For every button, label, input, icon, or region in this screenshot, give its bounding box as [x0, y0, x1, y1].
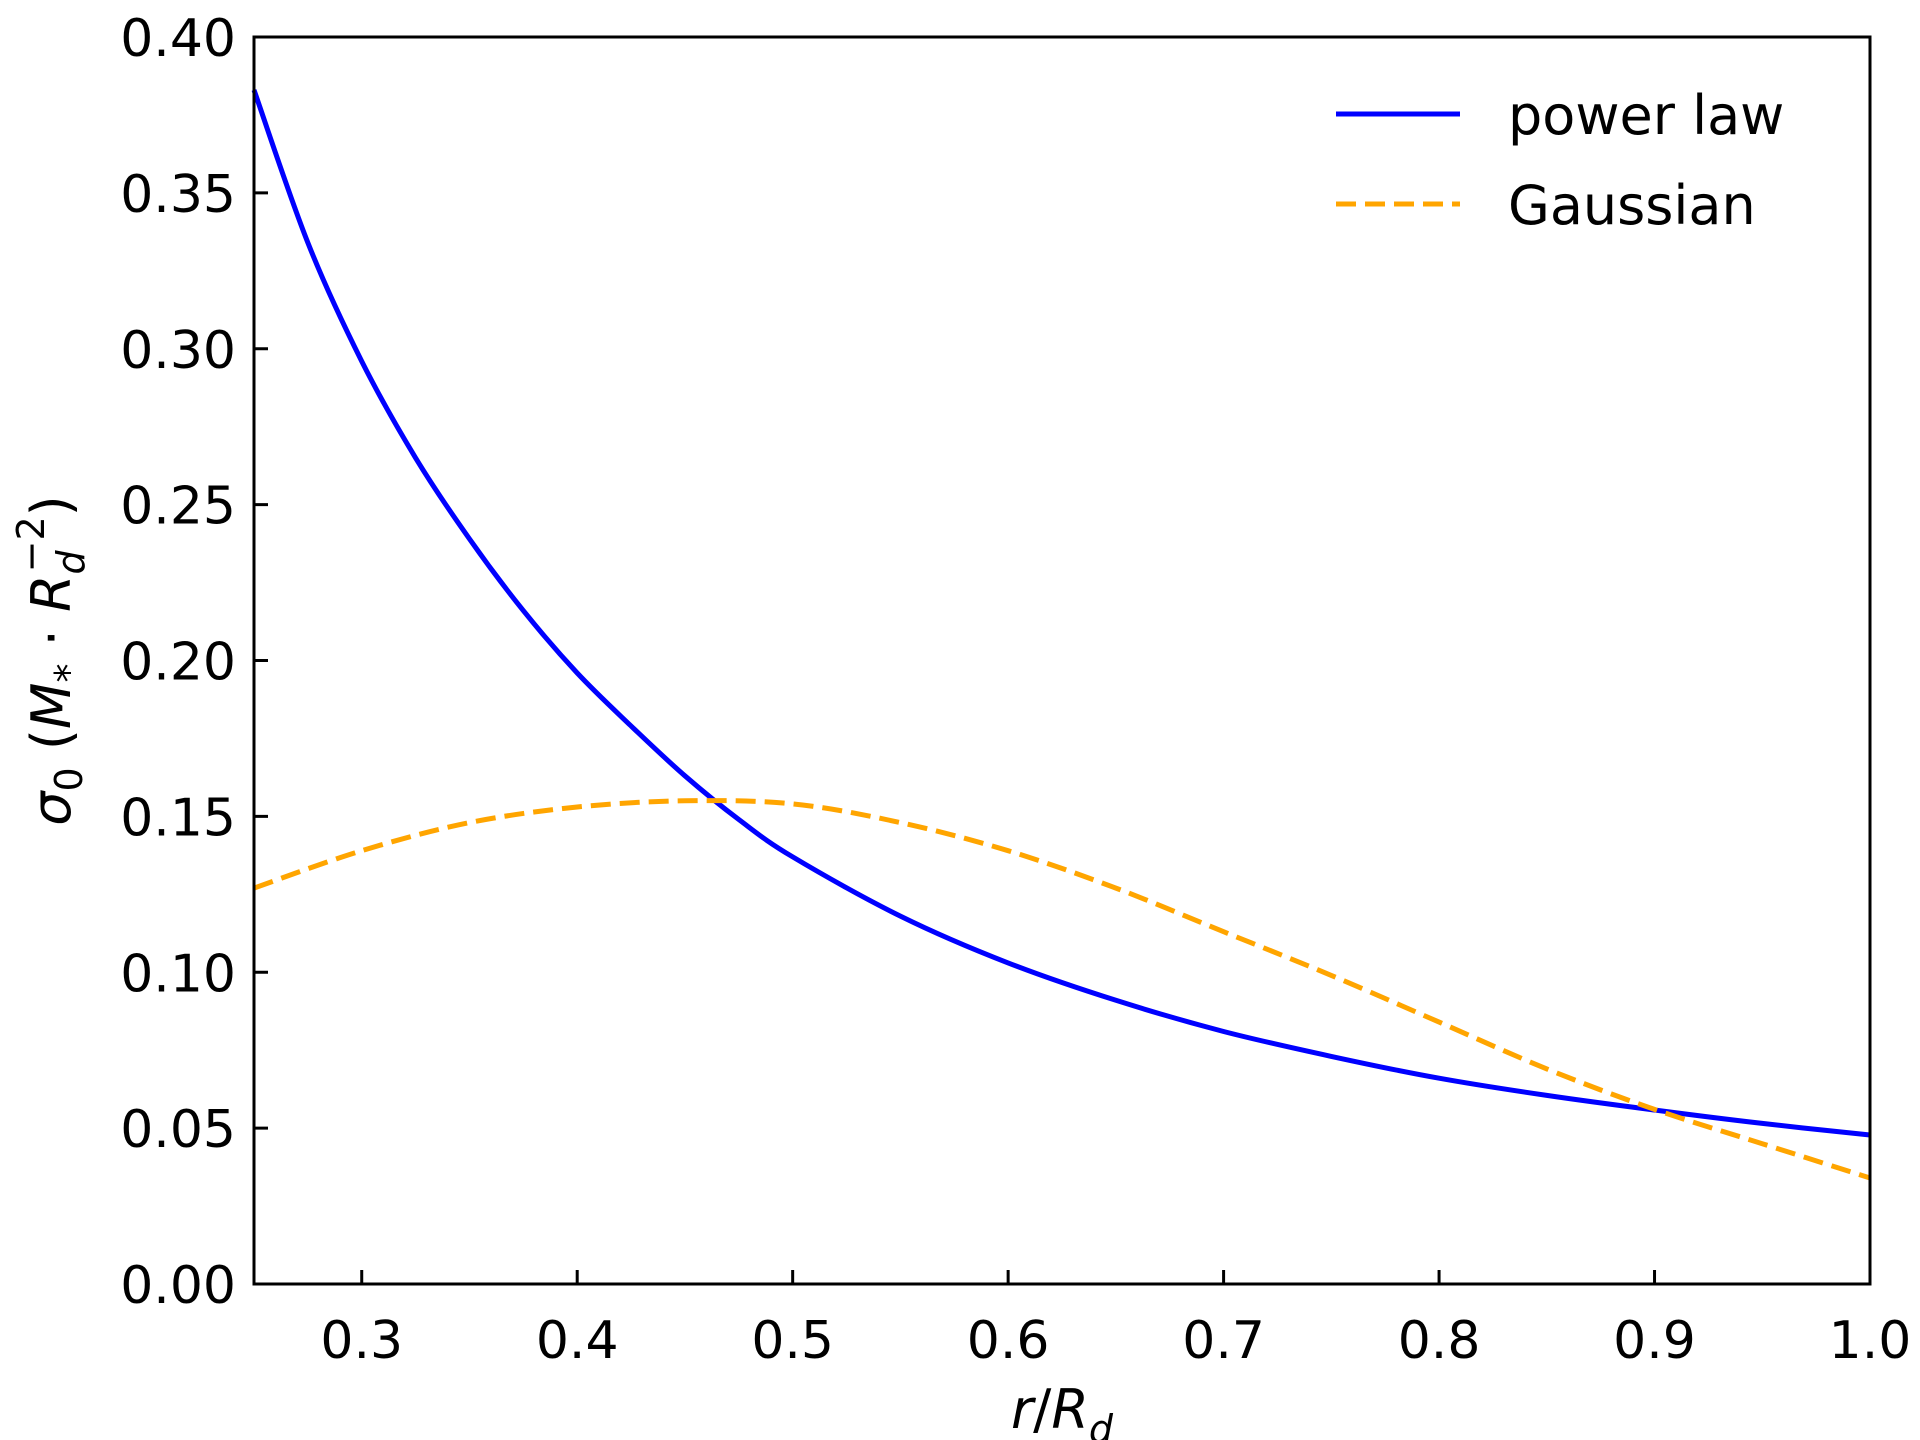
- y-label-pre: σ: [20, 790, 83, 826]
- y-tick-label-7: 0.35: [120, 165, 236, 225]
- y-tick-label-1: 0.05: [120, 1100, 236, 1160]
- series-layer: [251, 89, 1871, 1181]
- x-label-sub: d: [1089, 1407, 1114, 1440]
- y-tick-label-4: 0.20: [120, 633, 236, 693]
- x-tick-label-7: 1.0: [1829, 1311, 1912, 1371]
- y-label-close: ): [20, 495, 83, 516]
- x-label-main: r: [1011, 1378, 1036, 1440]
- x-tick-label-1: 0.4: [536, 1311, 619, 1371]
- x-axis-label: r/Rd: [1011, 1378, 1114, 1440]
- y-label-pre-sub: 0: [47, 767, 91, 791]
- legend-label-0: power law: [1508, 84, 1784, 147]
- y-label-open: (: [20, 729, 83, 767]
- y-label-m: M: [20, 683, 83, 730]
- x-tick-label-2: 0.5: [751, 1311, 834, 1371]
- series-line-gaussian: [253, 798, 1871, 1181]
- y-tick-label-8: 0.40: [120, 9, 236, 69]
- x-tick-label-6: 0.9: [1613, 1311, 1696, 1371]
- legend-label-1: Gaussian: [1508, 174, 1756, 237]
- y-tick-label-5: 0.25: [120, 477, 236, 537]
- x-tick-label-3: 0.6: [967, 1311, 1050, 1371]
- y-label-r-sup: −2: [9, 516, 53, 572]
- series-line-power-law: [251, 89, 1871, 1138]
- y-label-m-sub: *: [47, 664, 91, 683]
- x-tick-label-0: 0.3: [320, 1311, 403, 1371]
- y-label-dot: ·: [20, 612, 83, 664]
- x-label-sym: R: [1051, 1378, 1089, 1440]
- y-label-r-sub: d: [49, 549, 93, 574]
- y-label-r: R: [20, 574, 83, 612]
- plot-frame: [252, 35, 1872, 1286]
- y-tick-label-6: 0.30: [120, 321, 236, 381]
- tick-labels: 0.3 0.4 0.5 0.6 0.7 0.8 0.9 1.0 0.00 0.05 0.10 0.15…: [120, 9, 1911, 1371]
- y-axis-label: σ0 (M* · Rd−2): [9, 495, 93, 826]
- x-tick-label-4: 0.7: [1182, 1311, 1265, 1371]
- x-tick-label-5: 0.8: [1398, 1311, 1481, 1371]
- legend: power law Gaussian: [1336, 84, 1784, 237]
- y-tick-label-0: 0.00: [120, 1256, 236, 1316]
- y-tick-label-2: 0.10: [120, 944, 236, 1004]
- y-tick-label-3: 0.15: [120, 788, 236, 848]
- x-label-sep: /: [1033, 1378, 1052, 1440]
